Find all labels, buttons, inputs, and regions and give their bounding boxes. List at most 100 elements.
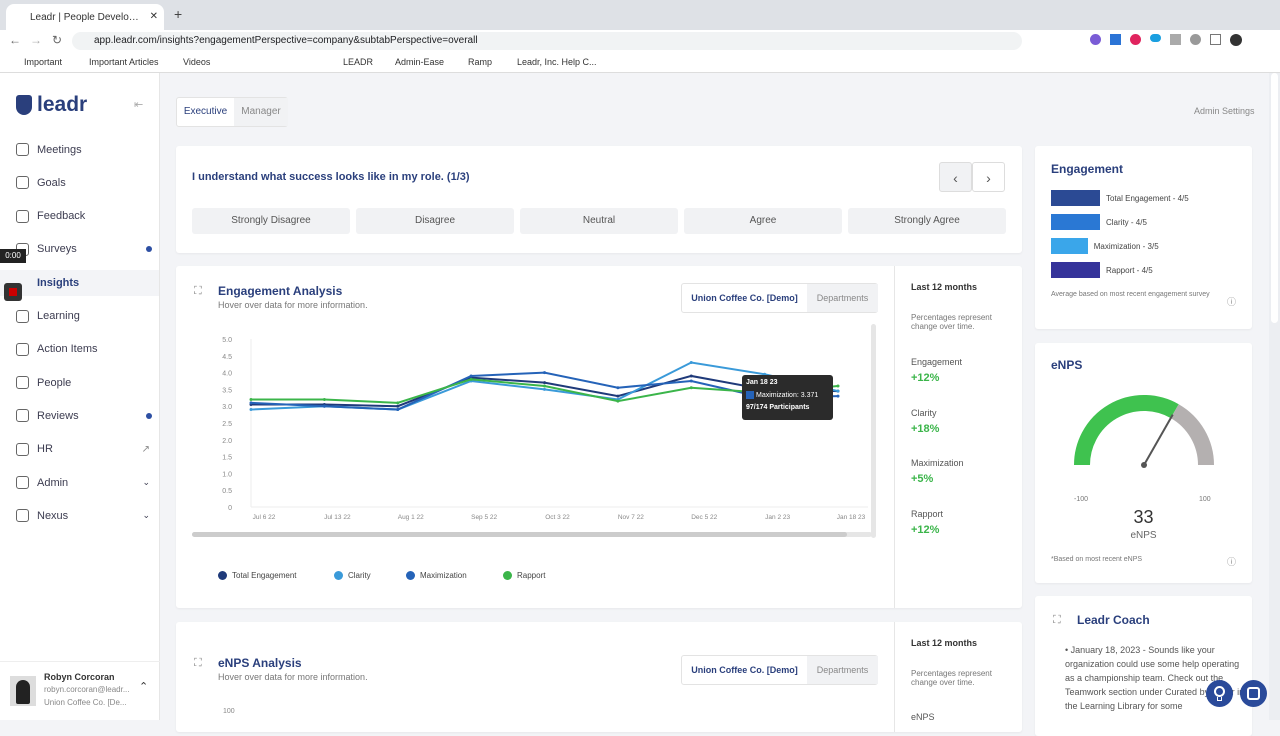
sidebar-item-people[interactable]: People bbox=[16, 376, 152, 390]
bookmark[interactable]: LEADR bbox=[343, 57, 374, 67]
horizontal-scrollbar[interactable] bbox=[192, 532, 872, 537]
sidebar-item-insights[interactable]: Insights bbox=[0, 270, 159, 297]
bookmark[interactable]: Ramp bbox=[468, 57, 493, 67]
data-point[interactable] bbox=[469, 374, 473, 378]
legend-item[interactable]: Maximization bbox=[406, 571, 467, 580]
info-icon[interactable]: ⓘ bbox=[1227, 557, 1237, 567]
data-point[interactable] bbox=[543, 381, 546, 385]
answer-option[interactable]: Strongly Disagree bbox=[192, 208, 350, 234]
expand-icon[interactable]: ⛶ bbox=[194, 285, 202, 297]
legend-item[interactable]: Total Engagement bbox=[218, 571, 297, 580]
close-tab-icon[interactable]: ✕ bbox=[149, 11, 158, 22]
sidebar-item-feedback[interactable]: Feedback bbox=[16, 209, 152, 223]
data-point[interactable] bbox=[616, 399, 620, 403]
data-point[interactable] bbox=[543, 371, 546, 375]
sidebar-item-hr[interactable]: HR ↗ bbox=[16, 442, 152, 456]
sidebar-item-meetings[interactable]: Meetings bbox=[16, 143, 152, 156]
next-question-button[interactable]: › bbox=[972, 162, 1005, 192]
sidebar-item-admin[interactable]: Admin ⌄ bbox=[16, 476, 152, 489]
answer-option[interactable]: Neutral bbox=[520, 208, 678, 234]
data-point[interactable] bbox=[836, 394, 840, 398]
data-point[interactable] bbox=[249, 397, 253, 401]
legend-item[interactable]: Clarity bbox=[334, 571, 371, 580]
expand-icon[interactable]: ⛶ bbox=[194, 657, 202, 669]
data-point[interactable] bbox=[543, 384, 546, 388]
reload-icon[interactable]: ↻ bbox=[52, 33, 63, 47]
salesforce-icon[interactable] bbox=[1150, 34, 1161, 42]
info-icon[interactable]: ⓘ bbox=[1227, 297, 1237, 307]
data-point[interactable] bbox=[396, 408, 400, 412]
extension-icon[interactable] bbox=[1130, 34, 1141, 45]
bookmark[interactable]: Admin-Ease bbox=[395, 57, 445, 67]
data-point[interactable] bbox=[396, 404, 400, 408]
data-point[interactable] bbox=[836, 389, 840, 393]
expand-icon[interactable]: ⛶ bbox=[1053, 614, 1061, 626]
prev-question-button[interactable]: ‹ bbox=[939, 162, 972, 192]
chevron-down-icon[interactable]: ⌄ bbox=[142, 510, 150, 521]
sidebar-item-label: Learning bbox=[37, 310, 80, 322]
filter-company[interactable]: Union Coffee Co. [Demo] bbox=[691, 665, 798, 675]
score-label: Total Engagement - 4/5 bbox=[1106, 194, 1189, 203]
puzzle-icon[interactable] bbox=[1190, 34, 1201, 45]
tab-manager[interactable]: Manager bbox=[234, 98, 288, 126]
collapse-sidebar-icon[interactable]: ⇤ bbox=[134, 99, 144, 111]
answer-option[interactable]: Disagree bbox=[356, 208, 514, 234]
stat-label: eNPS bbox=[911, 712, 935, 722]
answer-option[interactable]: Agree bbox=[684, 208, 842, 234]
new-tab-icon[interactable]: + bbox=[174, 6, 183, 22]
tab-executive[interactable]: Executive bbox=[183, 106, 228, 117]
data-point[interactable] bbox=[616, 386, 620, 390]
data-point[interactable] bbox=[689, 379, 693, 383]
data-point[interactable] bbox=[249, 408, 253, 412]
extension-icon[interactable] bbox=[1090, 34, 1101, 45]
url-input[interactable]: app.leadr.com/insights?engagementPerspec… bbox=[72, 32, 1022, 50]
answer-option[interactable]: Strongly Agree bbox=[848, 208, 1006, 234]
lightbulb-button[interactable] bbox=[1206, 680, 1233, 707]
sidepanel-icon[interactable] bbox=[1210, 34, 1221, 45]
filter-departments[interactable]: Departments bbox=[807, 284, 878, 312]
data-point[interactable] bbox=[689, 386, 693, 390]
admin-settings-link[interactable]: Admin Settings bbox=[1194, 106, 1255, 116]
logo[interactable]: leadr bbox=[16, 93, 87, 117]
sidebar-item-reviews[interactable]: Reviews bbox=[16, 409, 152, 423]
bookmark[interactable]: Videos bbox=[183, 57, 211, 67]
legend-label: Total Engagement bbox=[232, 571, 297, 580]
sidebar-item-learning[interactable]: Learning bbox=[16, 309, 152, 323]
bookmark[interactable]: Important Articles bbox=[89, 57, 159, 67]
bookmark[interactable]: Important bbox=[24, 57, 63, 67]
vertical-scrollbar[interactable] bbox=[871, 324, 876, 538]
sidebar-item-goals[interactable]: Goals bbox=[16, 176, 152, 190]
data-point[interactable] bbox=[396, 401, 400, 405]
extension-icon[interactable] bbox=[1110, 34, 1121, 45]
page-scrollbar[interactable] bbox=[1269, 73, 1280, 720]
perspective-tabs: Executive Manager bbox=[176, 97, 288, 127]
score-label: Maximization - 3/5 bbox=[1093, 242, 1159, 251]
bookmark[interactable]: Leadr, Inc. Help C... bbox=[517, 57, 597, 67]
extension-icon[interactable] bbox=[1170, 34, 1181, 45]
data-point[interactable] bbox=[616, 394, 620, 398]
data-point[interactable] bbox=[249, 401, 253, 405]
nav-icon bbox=[16, 176, 29, 190]
period-label: Last 12 months bbox=[911, 282, 978, 292]
browser-tab[interactable]: Leadr | People Development Sc✕ bbox=[6, 4, 164, 30]
profile-avatar[interactable] bbox=[1230, 34, 1242, 46]
filter-company[interactable]: Union Coffee Co. [Demo] bbox=[691, 293, 798, 303]
sidebar-item-action-items[interactable]: Action Items bbox=[16, 342, 152, 356]
filter-departments[interactable]: Departments bbox=[807, 656, 878, 684]
data-point[interactable] bbox=[469, 377, 473, 381]
chevron-up-icon[interactable]: ⌃ bbox=[139, 681, 149, 693]
data-point[interactable] bbox=[689, 361, 693, 365]
sidebar-item-nexus[interactable]: Nexus ⌄ bbox=[16, 509, 152, 523]
data-point[interactable] bbox=[689, 374, 693, 378]
data-point[interactable] bbox=[322, 404, 326, 408]
legend-item[interactable]: Rapport bbox=[503, 571, 545, 580]
data-point[interactable] bbox=[836, 384, 840, 388]
record-stop-icon[interactable] bbox=[4, 283, 22, 301]
data-point[interactable] bbox=[322, 397, 326, 401]
chevron-down-icon[interactable]: ⌄ bbox=[142, 477, 150, 487]
back-icon[interactable]: ← bbox=[9, 33, 21, 47]
data-point[interactable] bbox=[543, 387, 546, 391]
chat-button[interactable] bbox=[1240, 680, 1267, 707]
forward-icon[interactable]: → bbox=[30, 33, 42, 47]
user-profile[interactable]: Robyn Corcoran robyn.corcoran@leadr... U… bbox=[0, 661, 160, 720]
